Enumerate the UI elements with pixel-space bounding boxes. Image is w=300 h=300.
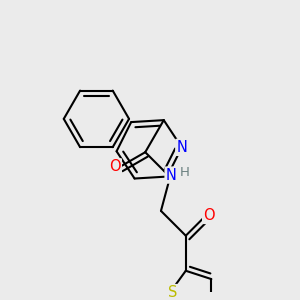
- Text: N: N: [166, 168, 176, 183]
- Text: O: O: [109, 159, 121, 174]
- Text: S: S: [168, 285, 178, 300]
- Text: O: O: [203, 208, 215, 223]
- Text: H: H: [180, 166, 190, 179]
- Text: N: N: [176, 140, 187, 155]
